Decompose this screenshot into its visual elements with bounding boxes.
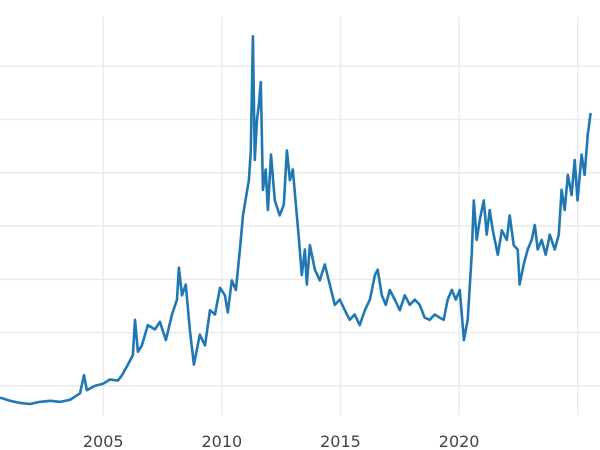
- x-tick-label: 2010: [201, 432, 242, 450]
- series-line-0: [0, 35, 592, 406]
- x-axis-ticks: 2005 2010 2015 2020: [83, 432, 480, 450]
- gridlines: [0, 17, 600, 415]
- x-tick-label: 2015: [320, 432, 361, 450]
- series-lines: [0, 35, 592, 406]
- x-tick-label: 2005: [83, 432, 124, 450]
- x-tick-label: 2020: [439, 432, 480, 450]
